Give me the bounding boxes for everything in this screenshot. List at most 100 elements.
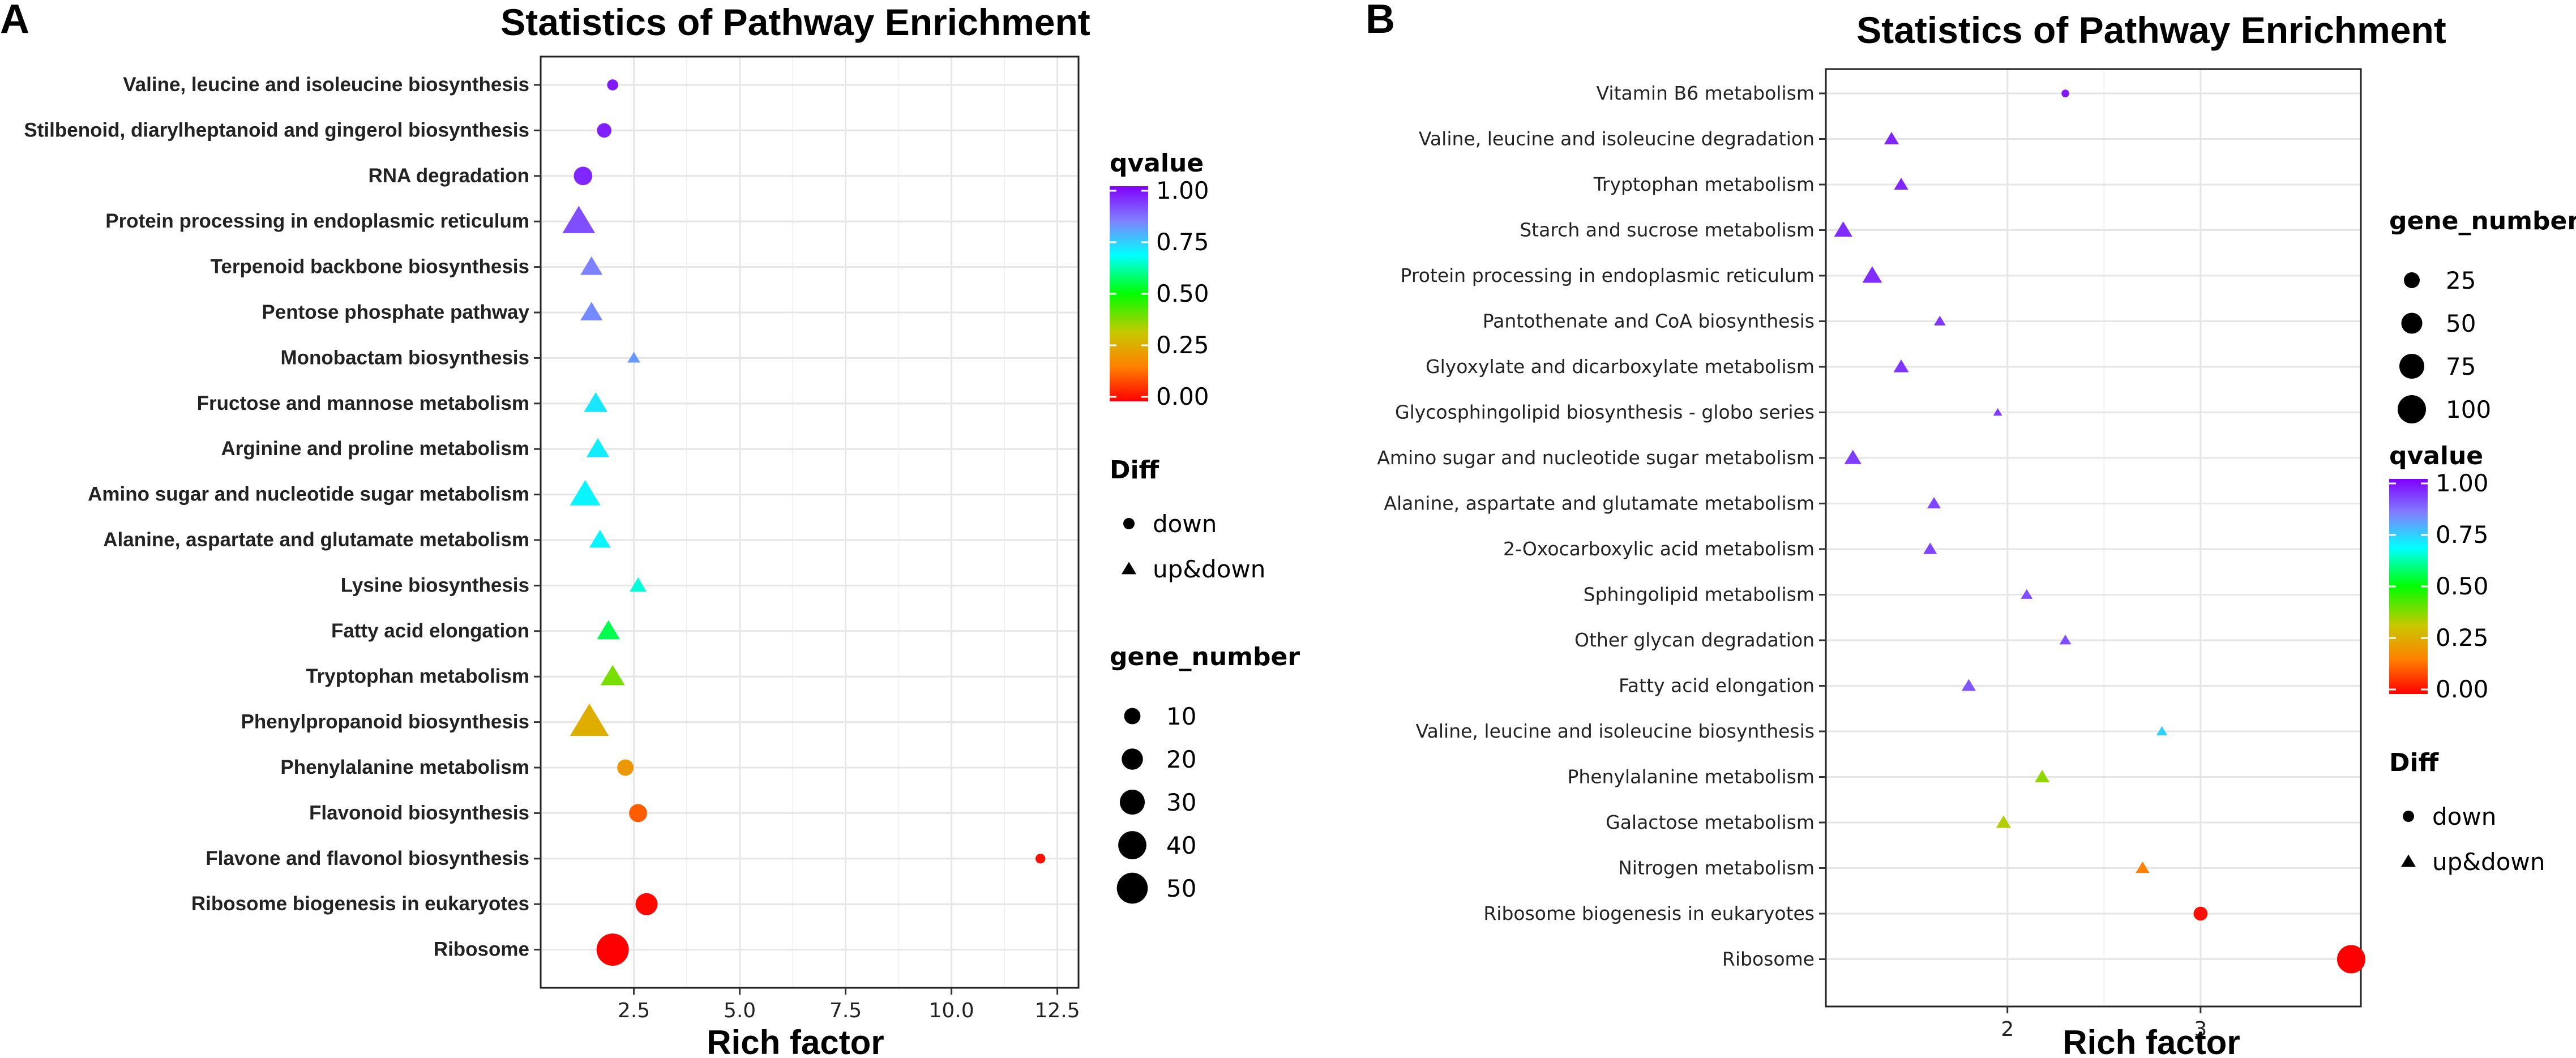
- panel-letter-b: B: [1366, 0, 1395, 42]
- point-fatty-acid-elongation: [1961, 679, 1976, 691]
- point-flavone-and-flavonol-biosynthesis: [1035, 854, 1046, 864]
- point-2-oxocarboxylic-acid-metabolism: [1923, 542, 1937, 554]
- x-tick-label: 3: [2194, 1018, 2207, 1041]
- y-tick-label: Ribosome biogenesis in eukaryotes: [1483, 902, 1815, 924]
- legend-qvalue-title: qvalue: [2389, 442, 2483, 470]
- y-tick-label: Valine, leucine and isoleucine biosynthe…: [1416, 720, 1815, 742]
- legend-size-10-marker: [1124, 708, 1141, 725]
- point-phenylalanine-metabolism: [2035, 770, 2050, 782]
- point-ribosome-biogenesis-in-eukaryotes: [635, 893, 658, 915]
- plot-background: [1826, 69, 2361, 1006]
- colorbar-tick-label: 1.00: [1156, 177, 1209, 204]
- y-tick-label: Ribosome: [434, 939, 529, 961]
- colorbar-tick-label: 0.50: [1156, 280, 1209, 307]
- legend-size-25-marker: [2404, 272, 2420, 288]
- y-tick-label: Monobactam biosynthesis: [280, 346, 529, 369]
- colorbar-tick-label: 0.00: [2436, 675, 2489, 703]
- legend-up-down-label: up&down: [2432, 848, 2545, 876]
- legend-up-down-marker: [1121, 562, 1137, 575]
- point-ribosome: [596, 933, 629, 966]
- y-tick-label: Other glycan degradation: [1574, 629, 1815, 651]
- point-other-glycan-degradation: [2059, 635, 2072, 645]
- legend-down-marker: [2403, 811, 2414, 822]
- colorbar-tick-label: 0.25: [1156, 331, 1209, 359]
- legend-qvalue-title: qvalue: [1110, 149, 1204, 178]
- colorbar-tick-label: 0.25: [2436, 624, 2489, 652]
- point-terpenoid-backbone-biosynthesis: [580, 256, 603, 275]
- point-tryptophan-metabolism: [600, 665, 625, 686]
- legend-size-25-label: 25: [2446, 267, 2476, 294]
- point-fructose-and-mannose-metabolism: [584, 392, 608, 412]
- y-tick-label: Sphingolipid metabolism: [1584, 584, 1815, 606]
- y-tick-label: Phenylalanine metabolism: [1567, 766, 1815, 788]
- point-tryptophan-metabolism: [1894, 178, 1909, 190]
- legend-gene-number-title: gene_number: [2389, 207, 2576, 235]
- point-sphingolipid-metabolism: [2021, 589, 2033, 599]
- point-ribosome: [2337, 945, 2365, 974]
- legend-diff-title: Diff: [1110, 456, 1160, 485]
- point-glycosphingolipid-biosynthesis-globo-series: [1993, 408, 2002, 416]
- y-tick-label: Glyoxylate and dicarboxylate metabolism: [1426, 355, 1815, 378]
- colorbar-tick-label: 0.00: [1156, 383, 1209, 410]
- y-tick-label: Phenylalanine metabolism: [280, 756, 529, 778]
- y-tick-label: Arginine and proline metabolism: [221, 438, 529, 460]
- legend-size-75-marker: [2399, 353, 2425, 379]
- legend-size-30-marker: [1119, 789, 1145, 815]
- legend-gene-number-title: gene_number: [1110, 642, 1300, 671]
- y-tick-label: Amino sugar and nucleotide sugar metabol…: [88, 483, 529, 506]
- x-tick-label: 10.0: [929, 999, 974, 1022]
- point-stilbenoid-diarylheptanoid-and-gingerol-biosynthesis: [597, 123, 611, 138]
- point-valine-leucine-and-isoleucine-degradation: [1884, 132, 1899, 144]
- point-nitrogen-metabolism: [2136, 861, 2150, 873]
- legend-size-50-marker: [2401, 312, 2423, 334]
- point-galactose-metabolism: [1996, 815, 2011, 828]
- y-tick-label: Fructose and mannose metabolism: [197, 392, 529, 414]
- legend-size-50-label: 50: [1166, 875, 1196, 902]
- y-tick-label: Terpenoid backbone biosynthesis: [211, 256, 529, 278]
- point-flavonoid-biosynthesis: [629, 804, 647, 823]
- y-tick-label: Alanine, aspartate and glutamate metabol…: [103, 529, 529, 551]
- y-tick-label: Alanine, aspartate and glutamate metabol…: [1384, 492, 1815, 515]
- colorbar-tick-label: 0.75: [2436, 521, 2489, 549]
- point-valine-leucine-and-isoleucine-biosynthesis: [2156, 726, 2168, 735]
- point-pentose-phosphate-pathway: [580, 302, 603, 321]
- point-lysine-biosynthesis: [630, 577, 647, 592]
- legend-size-10-label: 10: [1166, 703, 1196, 730]
- legend-size-75-label: 75: [2446, 353, 2476, 380]
- y-tick-label: Flavonoid biosynthesis: [309, 802, 529, 824]
- point-valine-leucine-and-isoleucine-biosynthesis: [607, 79, 618, 91]
- legend-size-50-label: 50: [2446, 310, 2476, 337]
- point-fatty-acid-elongation: [597, 620, 620, 640]
- plot-background: [541, 57, 1079, 988]
- point-alanine-aspartate-and-glutamate-metabolism: [589, 529, 611, 548]
- point-pantothenate-and-coa-biosynthesis: [1933, 315, 1946, 325]
- panel-b-plot-area: Vitamin B6 metabolism Valine, leucine and…: [1377, 68, 2365, 1041]
- y-tick-label: Lysine biosynthesis: [341, 574, 529, 596]
- legend-size-40-label: 40: [1166, 832, 1196, 859]
- y-tick-label: Glycosphingolipid biosynthesis - globo s…: [1395, 401, 1815, 423]
- panel-letter-a: A: [0, 0, 29, 42]
- panel-b-x-axis-title: Rich factor: [2062, 1023, 2240, 1058]
- x-tick-label: 12.5: [1035, 999, 1080, 1022]
- colorbar-tick-label: 0.50: [2436, 572, 2489, 600]
- y-tick-label: Valine, leucine and isoleucine degradati…: [1419, 128, 1815, 150]
- legend-down-label: down: [1153, 510, 1217, 538]
- point-vitamin-b6-metabolism: [2061, 89, 2069, 97]
- point-starch-and-sucrose-metabolism: [1834, 221, 1852, 237]
- legend-size-50-marker: [1116, 872, 1148, 904]
- panel-a-plot-area: Valine, leucine and isoleucine biosynthe…: [24, 55, 1080, 1022]
- plot-frame: [540, 55, 1080, 989]
- x-tick-label: 2: [2001, 1018, 2014, 1041]
- legend-up-down-marker: [2400, 854, 2416, 867]
- legend-size-100-marker: [2398, 395, 2426, 423]
- y-tick-label: Stilbenoid, diarylheptanoid and gingerol…: [24, 119, 529, 141]
- y-tick-label: 2-Oxocarboxylic acid metabolism: [1503, 538, 1815, 560]
- y-tick-label: Protein processing in endoplasmic reticu…: [105, 210, 529, 232]
- point-phenylalanine-metabolism: [617, 759, 634, 776]
- point-rna-degradation: [574, 166, 593, 186]
- y-tick-label: Phenylpropanoid biosynthesis: [241, 711, 529, 733]
- point-ribosome-biogenesis-in-eukaryotes: [2193, 906, 2208, 921]
